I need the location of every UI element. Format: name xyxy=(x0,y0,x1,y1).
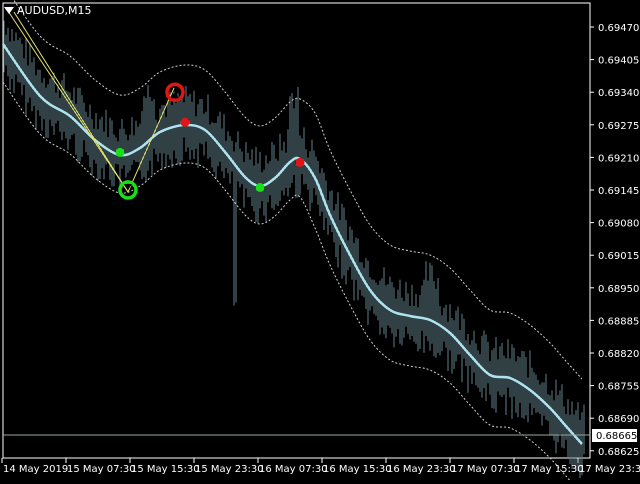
time-axis-label: 15 May 07:30 xyxy=(67,464,136,475)
time-axis-label: 15 May 23:30 xyxy=(195,464,264,475)
price-bars xyxy=(3,20,585,478)
current-price-label: 0.68665 xyxy=(596,431,637,442)
price-axis-label: 0.68755 xyxy=(598,382,639,393)
price-axis-label: 0.69405 xyxy=(598,56,639,67)
buy-signal-arrow-icon[interactable] xyxy=(118,180,138,200)
chart-menu-triangle-icon[interactable] xyxy=(4,7,14,14)
zigzag-line-2 xyxy=(13,11,129,193)
symbol-label: AUDUSD,M15 xyxy=(17,4,92,17)
time-axis-label: 16 May 07:30 xyxy=(259,464,328,475)
signal-markers[interactable] xyxy=(115,82,305,200)
time-axis-label: 17 May 23:30 xyxy=(579,464,640,475)
ma-curve xyxy=(1,43,583,445)
time-axis-label: 16 May 15:30 xyxy=(323,464,392,475)
price-axis-label: 0.68625 xyxy=(598,447,639,458)
time-axis-label: 16 May 23:30 xyxy=(387,464,456,475)
buy-signal-dot-icon[interactable] xyxy=(255,182,265,192)
price-axis-label: 0.69275 xyxy=(598,121,639,132)
time-axis-label: 17 May 15:30 xyxy=(515,464,584,475)
channel-bands xyxy=(2,0,583,484)
sell-signal-dot-icon[interactable] xyxy=(180,117,190,127)
price-axis-label: 0.68885 xyxy=(598,316,639,327)
time-axis-label: 14 May 2019 xyxy=(3,464,68,475)
price-axis-label: 0.69145 xyxy=(598,186,639,197)
sell-signal-dot-icon[interactable] xyxy=(295,157,305,167)
current-price-badge: 0.68665 xyxy=(592,429,637,442)
price-axis-label: 0.68820 xyxy=(598,349,639,360)
upper-band xyxy=(13,0,583,380)
price-axis-label: 0.69080 xyxy=(598,219,639,230)
price-axis-label: 0.69470 xyxy=(598,23,639,34)
price-axis-label: 0.69210 xyxy=(598,153,639,164)
zigzag-lines xyxy=(5,7,175,194)
moving-average-line xyxy=(1,43,583,445)
time-axis-label: 17 May 07:30 xyxy=(451,464,520,475)
time-axis-label: 15 May 15:30 xyxy=(131,464,200,475)
chart-title: AUDUSD,M15 xyxy=(4,4,92,17)
price-axis-label: 0.69015 xyxy=(598,251,639,262)
price-axis-label: 0.68690 xyxy=(598,414,639,425)
sell-signal-arrow-icon[interactable] xyxy=(165,82,185,102)
buy-signal-dot-icon[interactable] xyxy=(115,147,125,157)
price-axis-label: 0.69340 xyxy=(598,88,639,99)
price-axis: 0.69470 0.69405 0.69340 0.69275 0.69210 0.691… xyxy=(590,23,639,458)
price-axis-label: 0.68950 xyxy=(598,284,639,295)
